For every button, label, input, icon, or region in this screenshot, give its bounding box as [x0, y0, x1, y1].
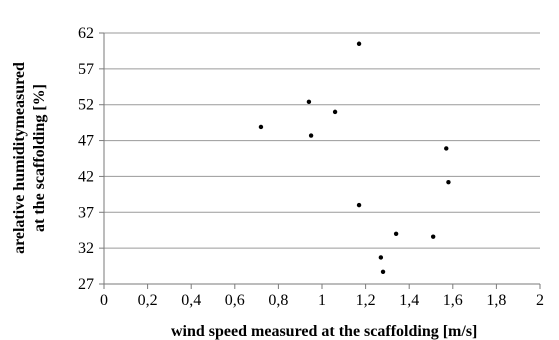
y-tick-label: 27: [78, 276, 94, 293]
y-axis-title: arelative humiditymeasured at the scaffo…: [11, 62, 48, 254]
x-tick-label: 1,2: [356, 292, 376, 309]
axis-layer: [99, 32, 541, 289]
tick-label-layer: 27 32 37 42 47 52 57 62 0 0,2 0,4 0,6 0,8 1 1,2 1,4 1,6 1…: [78, 25, 544, 309]
x-tick-label: 1,4: [399, 292, 419, 309]
x-tick-label: 1: [318, 292, 326, 309]
data-point: [306, 99, 312, 105]
grid-layer: [104, 32, 540, 249]
y-tick-label: 37: [78, 204, 94, 221]
data-point: [446, 179, 451, 185]
x-tick-label: 1,8: [486, 292, 506, 309]
y-axis-title-line-1: arelative humiditymeasured: [11, 62, 28, 254]
y-tick-label: 32: [78, 240, 94, 257]
y-tick-label: 42: [78, 168, 94, 185]
data-point: [378, 255, 384, 260]
x-tick-label: 0: [100, 292, 108, 309]
y-tick-label: 57: [78, 61, 94, 78]
y-tick-label: 52: [78, 97, 94, 114]
x-tick-label: 1,6: [443, 292, 463, 309]
x-tick-label: 0,8: [268, 292, 288, 309]
data-point: [430, 234, 436, 239]
data-point: [258, 124, 264, 130]
data-point: [444, 146, 449, 151]
x-tick-label: 0,6: [225, 292, 245, 309]
x-axis-title: wind speed measured at the scaffolding […: [171, 323, 477, 340]
x-tick-label: 2: [536, 292, 544, 309]
data-point: [308, 133, 314, 138]
x-tick-label: 0,4: [181, 292, 201, 309]
data-point: [332, 109, 338, 115]
y-axis-title-line-2: at the scaffolding [%]: [31, 84, 48, 232]
data-point: [356, 202, 362, 208]
y-tick-label: 47: [78, 133, 94, 150]
x-tick-label: 0,2: [138, 292, 158, 309]
data-point: [380, 269, 386, 275]
data-point: [393, 231, 399, 236]
data-point-layer: [258, 41, 451, 275]
data-point: [356, 41, 362, 46]
y-tick-label: 62: [78, 25, 94, 42]
